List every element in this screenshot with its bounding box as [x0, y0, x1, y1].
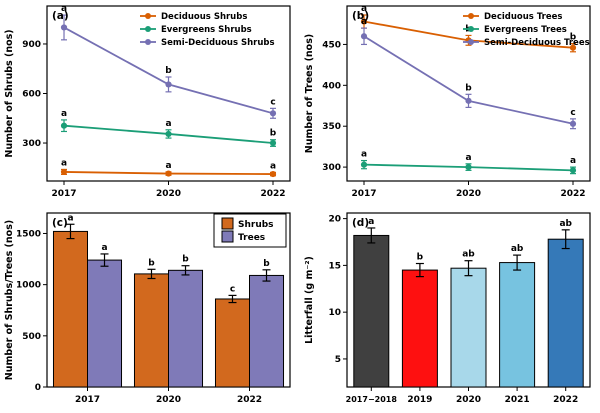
- svg-text:Number of Trees (nos): Number of Trees (nos): [304, 34, 315, 153]
- svg-text:15: 15: [328, 261, 341, 271]
- svg-text:2019: 2019: [407, 395, 432, 405]
- svg-text:500: 500: [22, 332, 41, 342]
- svg-text:b: b: [182, 255, 189, 265]
- litterfall-bar-chart: 5 10 15 20 2017−2018 2019 2020 2021 2022 Litterfa…: [304, 212, 591, 405]
- panel-c: 0 500 1000 1500 2017 2020 2022 Number of Shrubs…: [0, 207, 300, 413]
- svg-text:c: c: [270, 97, 275, 107]
- svg-text:a: a: [465, 153, 471, 163]
- svg-text:ab: ab: [559, 219, 572, 229]
- svg-text:2017−2018: 2017−2018: [346, 395, 398, 404]
- svg-text:b: b: [165, 66, 172, 76]
- svg-text:Semi-Deciduous Trees: Semi-Deciduous Trees: [484, 38, 590, 48]
- svg-text:b: b: [570, 33, 577, 43]
- svg-text:300: 300: [322, 163, 341, 173]
- svg-text:b: b: [263, 259, 270, 269]
- svg-text:Evergreens Shrubs: Evergreens Shrubs: [161, 25, 252, 35]
- svg-text:(c): (c): [52, 217, 68, 229]
- svg-text:300: 300: [22, 139, 41, 149]
- panel-a: 300 600 900 2017 2020 2022 Number of Shrubs (n…: [0, 0, 300, 207]
- svg-text:a: a: [368, 217, 374, 227]
- svg-text:c: c: [230, 284, 235, 294]
- svg-text:350: 350: [322, 122, 341, 132]
- svg-text:2022: 2022: [237, 395, 262, 405]
- svg-text:2017: 2017: [351, 189, 376, 199]
- svg-text:20: 20: [328, 215, 341, 225]
- svg-text:1500: 1500: [16, 229, 41, 239]
- svg-text:a: a: [61, 4, 67, 14]
- svg-text:a: a: [165, 161, 171, 171]
- svg-text:2020: 2020: [156, 189, 181, 199]
- svg-text:400: 400: [322, 81, 341, 91]
- svg-text:a: a: [67, 213, 73, 223]
- panel-d: 5 10 15 20 2017−2018 2019 2020 2021 2022 Litterfa…: [300, 207, 600, 413]
- svg-text:(b): (b): [352, 10, 369, 22]
- tree-count-line-chart: 300 350 400 450 2017 2020 2022 Number of Trees …: [304, 4, 591, 199]
- svg-text:Trees: Trees: [238, 233, 265, 243]
- svg-text:b: b: [270, 129, 277, 139]
- svg-text:2020: 2020: [156, 395, 181, 405]
- svg-text:a: a: [61, 158, 67, 168]
- svg-text:450: 450: [322, 40, 341, 50]
- svg-text:a: a: [61, 109, 67, 119]
- svg-text:a: a: [270, 161, 276, 171]
- svg-text:(d): (d): [352, 217, 369, 229]
- svg-text:2022: 2022: [260, 189, 285, 199]
- svg-text:a: a: [570, 156, 576, 166]
- svg-text:2022: 2022: [560, 189, 585, 199]
- svg-text:2022: 2022: [553, 395, 578, 405]
- panel-b: 300 350 400 450 2017 2020 2022 Number of Trees …: [300, 0, 600, 207]
- svg-text:b: b: [148, 258, 155, 268]
- svg-text:Semi-Deciduous Shrubs: Semi-Deciduous Shrubs: [161, 38, 275, 48]
- svg-text:2020: 2020: [456, 189, 481, 199]
- svg-text:a: a: [361, 4, 367, 14]
- svg-text:ab: ab: [511, 244, 524, 254]
- svg-text:ab: ab: [462, 250, 475, 260]
- svg-text:2020: 2020: [456, 395, 481, 405]
- svg-text:a: a: [361, 150, 367, 160]
- svg-text:Deciduous Shrubs: Deciduous Shrubs: [161, 12, 247, 22]
- svg-text:a: a: [165, 119, 171, 129]
- shrubs-trees-bar-chart: 0 500 1000 1500 2017 2020 2022 Number of Shrubs…: [4, 212, 291, 405]
- svg-text:2017: 2017: [75, 395, 100, 405]
- svg-text:10: 10: [328, 308, 341, 318]
- svg-text:0: 0: [35, 383, 41, 393]
- shrub-count-line-chart: 300 600 900 2017 2020 2022 Number of Shrubs (n…: [4, 4, 291, 199]
- svg-text:Litterfall (g m⁻²): Litterfall (g m⁻²): [304, 256, 315, 344]
- svg-text:600: 600: [22, 90, 41, 100]
- svg-text:1000: 1000: [16, 281, 41, 291]
- svg-text:900: 900: [22, 40, 41, 50]
- svg-text:2021: 2021: [505, 395, 530, 405]
- svg-text:Number of Shrubs (nos): Number of Shrubs (nos): [4, 29, 15, 157]
- svg-text:a: a: [101, 243, 107, 253]
- svg-text:Deciduous Trees: Deciduous Trees: [484, 12, 562, 22]
- svg-text:Evergreens Trees: Evergreens Trees: [484, 25, 567, 35]
- svg-text:Number of Shrubs/Trees (nos): Number of Shrubs/Trees (nos): [4, 220, 15, 380]
- svg-text:c: c: [570, 108, 575, 118]
- svg-text:5: 5: [335, 355, 341, 365]
- svg-text:a: a: [361, 17, 367, 27]
- svg-text:(a): (a): [52, 10, 69, 22]
- svg-text:b: b: [417, 253, 424, 263]
- svg-text:Shrubs: Shrubs: [238, 220, 274, 230]
- svg-text:2017: 2017: [51, 189, 76, 199]
- svg-text:b: b: [465, 83, 472, 93]
